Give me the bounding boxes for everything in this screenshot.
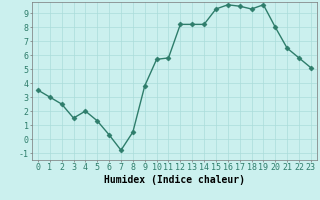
X-axis label: Humidex (Indice chaleur): Humidex (Indice chaleur) — [104, 175, 245, 185]
